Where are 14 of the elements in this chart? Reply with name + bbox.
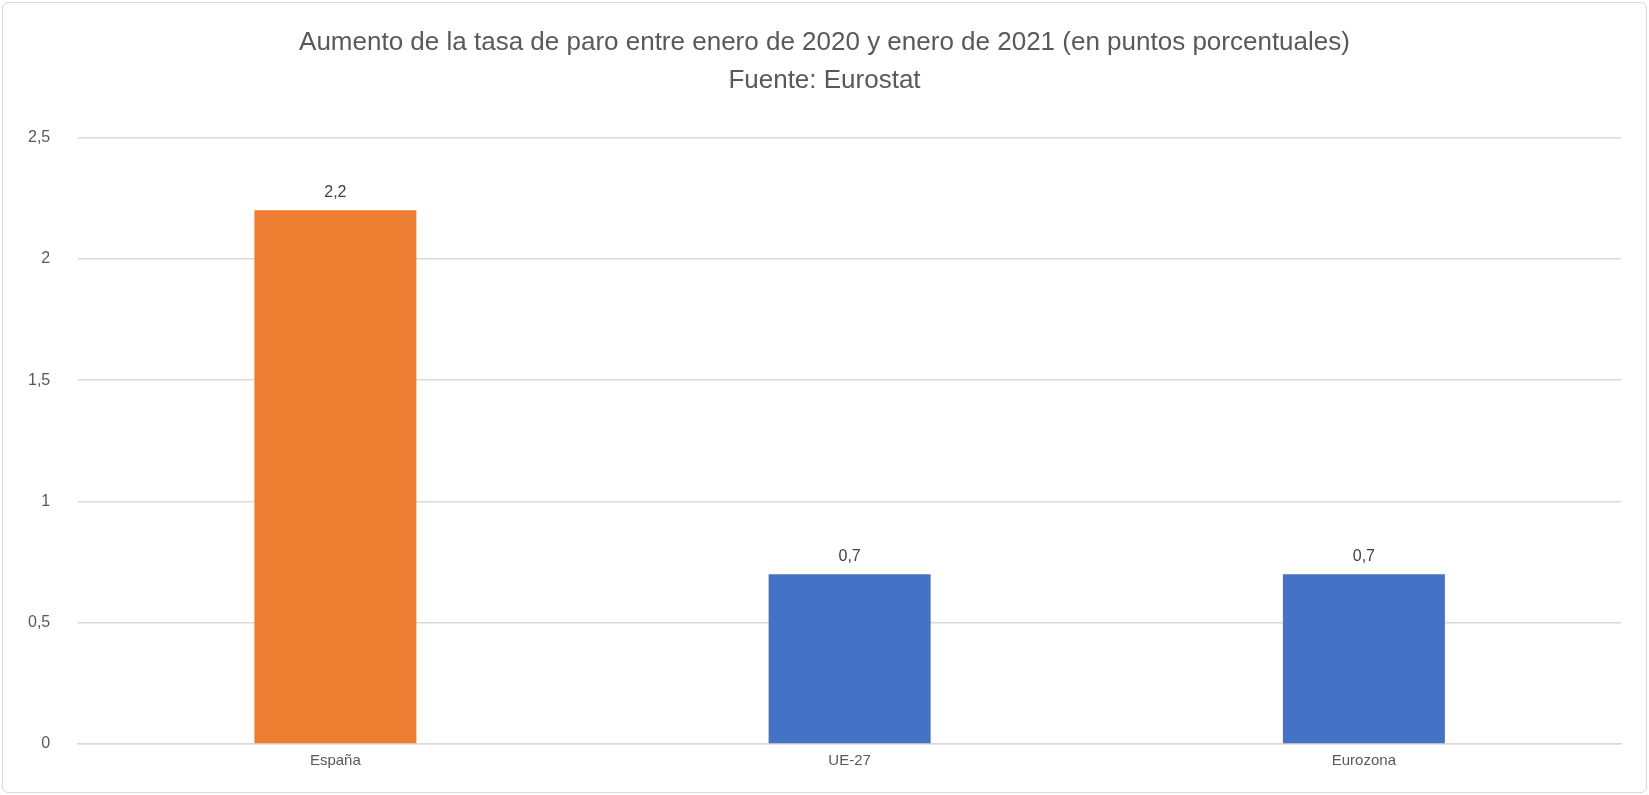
y-tick-label: 0,5	[27, 613, 51, 631]
data-label: 0,7	[1352, 546, 1376, 564]
y-tick-label: 1,5	[27, 370, 51, 388]
y-tick-label: 2	[41, 249, 51, 267]
x-tick-label: UE-27	[828, 751, 871, 769]
y-tick-label: 0	[41, 734, 51, 752]
x-tick-label: Eurozona	[1331, 751, 1397, 769]
chart-title: Aumento de la tasa de paro entre enero de 2020 y enero de 2021 (en puntos porcentuales)	[298, 25, 1351, 58]
y-tick-label: 1	[41, 491, 51, 509]
x-tick-label: España	[309, 751, 362, 769]
data-label: 2,2	[324, 182, 347, 200]
data-label: 0,7	[838, 546, 861, 564]
y-tick-label: 2,5	[27, 128, 51, 146]
source-note: Fuente: Eurostat	[727, 63, 922, 96]
